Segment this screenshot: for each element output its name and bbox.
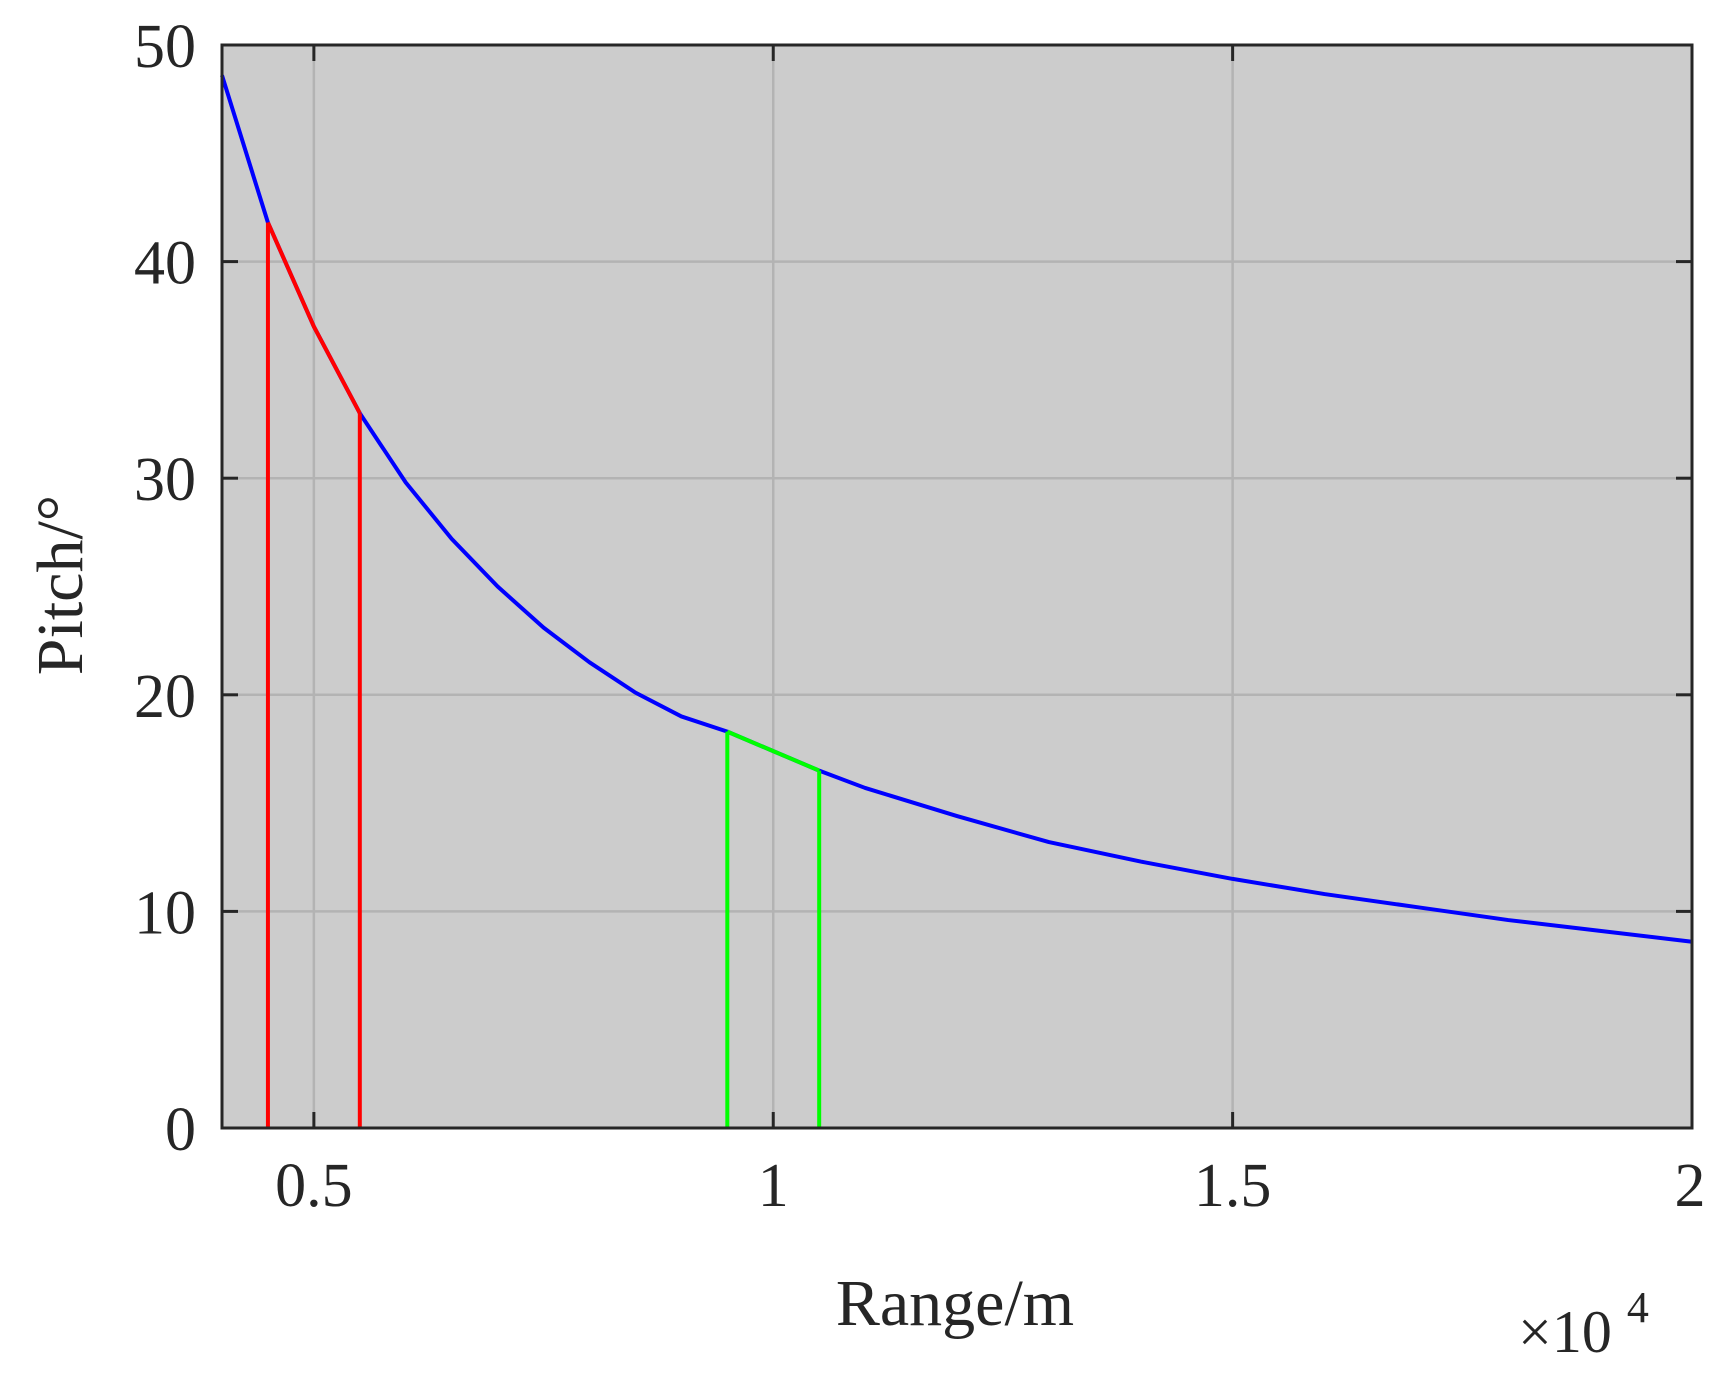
x-tick-label: 0.5 — [275, 1152, 353, 1220]
y-axis-label: Pitch/° — [24, 495, 97, 675]
y-tick-label: 50 — [134, 13, 196, 81]
x-exponent-base: ×10 — [1518, 1299, 1612, 1365]
x-axis-label: Range/m — [836, 1267, 1074, 1340]
y-tick-label: 20 — [134, 663, 196, 731]
series-group — [725, 729, 822, 1128]
plot-area-background — [222, 45, 1692, 1128]
data-series — [220, 74, 1693, 1128]
series-line — [726, 729, 820, 773]
axis-ticks — [222, 43, 1694, 1130]
plot-area-frame — [220, 43, 1694, 1130]
x-exponent-power: 4 — [1627, 1283, 1649, 1332]
x-tick-label: 1 — [758, 1152, 789, 1220]
series-line — [266, 221, 362, 415]
x-tick-label: 2 — [1675, 1152, 1706, 1220]
y-tick-label: 40 — [134, 230, 196, 298]
y-tick-label: 30 — [134, 446, 196, 514]
series-group — [265, 221, 362, 1128]
y-tick-label: 10 — [134, 879, 196, 947]
y-tick-label: 0 — [165, 1096, 196, 1164]
x-tick-label: 1.5 — [1194, 1152, 1272, 1220]
x-axis-exponent: ×10 4 — [1518, 1283, 1649, 1365]
